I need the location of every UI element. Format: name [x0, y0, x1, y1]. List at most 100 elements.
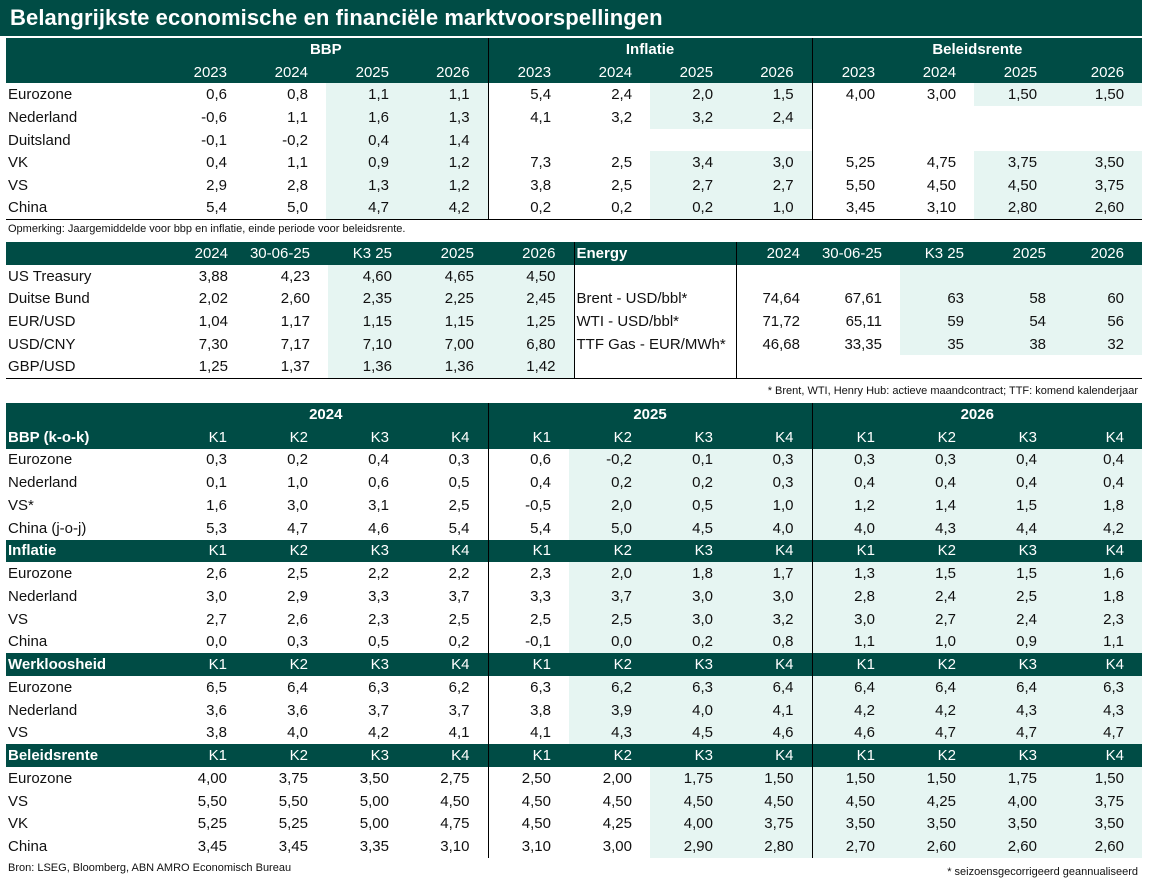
table-row: Werkloosheid K1 K2 K3 K4 K1 K2 K3 K4 K1 K2 K3 K4 — [6, 653, 1142, 676]
row-label: China — [8, 633, 48, 651]
quarter-header: K1 — [811, 425, 893, 449]
quarter-value: 4,3 — [974, 698, 1055, 722]
rate-value — [893, 129, 974, 152]
quarter-header: K2 — [245, 539, 326, 563]
year-header: 2026 — [407, 60, 489, 84]
rate-value — [1055, 129, 1142, 152]
quarter-value: 4,00 — [974, 789, 1055, 813]
quarter-value: 0,1 — [650, 448, 731, 472]
energy-col-header: 2025 — [982, 242, 1064, 265]
quarter-value: 4,0 — [731, 516, 812, 540]
year-header: 2024 — [569, 60, 651, 84]
quarter-header: K3 — [326, 539, 407, 563]
energy-col-header: 2026 — [1064, 242, 1142, 265]
quarter-header: K3 — [974, 539, 1055, 563]
row-label: Eurozone — [8, 451, 73, 469]
quarter-value: 4,1 — [448, 724, 470, 742]
energy-value: 58 — [982, 287, 1064, 311]
quarter-value: 5,00 — [359, 815, 389, 833]
quarter-header: K2 — [893, 425, 974, 449]
rate-value: 4,00 — [811, 83, 894, 107]
energy-col-header: 30-06-25 — [818, 242, 900, 265]
quarter-header: K4 — [731, 425, 812, 449]
bbp-value: 0,9 — [326, 151, 407, 175]
quarter-header: K3 — [326, 653, 407, 676]
row-label: VS — [8, 610, 29, 628]
quarter-value: 5,3 — [206, 519, 227, 537]
quarter-value: 4,2 — [893, 698, 974, 722]
year-group-header: 2025 — [487, 403, 812, 426]
bbp-value: 1,1 — [287, 108, 308, 126]
quarter-value: 3,3 — [368, 587, 389, 605]
rate-value: 4,50 — [926, 176, 957, 194]
energy-value: 71,72 — [735, 310, 818, 333]
quarter-value: 6,4 — [893, 676, 974, 699]
market-value: 1,15 — [328, 310, 410, 333]
quarter-value: 2,80 — [731, 835, 812, 858]
inf-value — [731, 129, 812, 152]
market-value: 4,65 — [410, 264, 492, 288]
quarter-value: 2,4 — [974, 607, 1055, 631]
inf-value — [650, 129, 731, 152]
inf-value: 3,8 — [487, 174, 570, 197]
quarter-value: 1,0 — [731, 494, 812, 517]
quarter-value: 3,0 — [650, 607, 731, 631]
quarter-value: 5,25 — [197, 815, 227, 833]
quarter-value: 3,1 — [368, 496, 389, 514]
quarter-value: 0,3 — [811, 448, 893, 472]
market-value: 2,45 — [492, 287, 574, 311]
quarter-header: K1 — [164, 425, 245, 449]
bbp-value: 1,3 — [407, 106, 489, 129]
quarter-value: 6,3 — [1055, 676, 1142, 699]
energy-label — [573, 264, 736, 288]
table-row: China (j-o-j) 5,3 4,7 4,6 5,4 5,4 5,0 4,5 4,0 4,0… — [6, 516, 1142, 540]
year-group-header: 2026 — [811, 403, 1142, 426]
energy-value: 32 — [1064, 332, 1142, 356]
quarter-value: 0,6 — [487, 448, 569, 472]
quarter-value: 0,2 — [448, 633, 470, 651]
table-row: VS 3,8 4,0 4,2 4,1 4,1 4,3 4,5 4,6 4,6 4,7 4,7 4,7 — [6, 721, 1142, 745]
bbp-value: 1,6 — [326, 106, 407, 129]
bbp-value: 2,9 — [206, 176, 227, 194]
quarter-value: 0,3 — [287, 633, 308, 651]
quarter-value: 3,50 — [359, 769, 389, 787]
quarter-value: 1,4 — [893, 494, 974, 517]
bbp-value: 0,8 — [287, 86, 308, 104]
quarter-value: 6,4 — [974, 676, 1055, 699]
quarter-value: 2,5 — [569, 607, 650, 631]
table-row: Nederland 3,0 2,9 3,3 3,7 3,3 3,7 3,0 3,0 2,8 2,4 2… — [6, 585, 1142, 608]
row-label: Nederland — [8, 474, 78, 492]
quarter-value: 4,00 — [197, 769, 227, 787]
header-blank — [6, 60, 164, 84]
quarter-value: 4,7 — [287, 519, 308, 537]
quarter-value: 1,3 — [811, 562, 893, 585]
quarter-value: 3,0 — [731, 585, 812, 608]
quarter-value: 6,3 — [487, 676, 569, 699]
markets-energy-table: 2024 30-06-25 K3 25 2025 2026 Energy 2024 30-06… — [6, 242, 1142, 379]
quarter-value: 0,9 — [974, 630, 1055, 654]
energy-value: 35 — [900, 332, 982, 356]
market-value: 1,42 — [492, 355, 574, 379]
rate-value: 2,80 — [974, 196, 1056, 220]
quarter-value: 4,0 — [650, 698, 731, 722]
bbp-value: 4,2 — [407, 196, 489, 220]
inf-value: 0,2 — [650, 196, 732, 220]
quarter-value: 3,8 — [487, 698, 569, 722]
energy-value: 56 — [1064, 310, 1142, 333]
quarter-value: 4,50 — [650, 789, 731, 813]
rate-value: 3,75 — [1055, 174, 1143, 197]
year-header: 2025 — [326, 60, 407, 84]
inf-value: 1,0 — [731, 196, 813, 220]
table-row: BBP Inflatie Beleidsrente — [6, 38, 1143, 61]
rate-group-header: Beleidsrente — [811, 38, 1143, 61]
inf-value: 2,7 — [650, 174, 732, 197]
quarter-value: 2,7 — [893, 607, 974, 631]
quarter-value: 4,50 — [487, 789, 569, 813]
quarter-value: 2,5 — [974, 585, 1055, 608]
quarter-value: 3,75 — [1055, 789, 1142, 813]
quarter-value: 1,50 — [811, 767, 893, 790]
quarter-value: 6,4 — [811, 676, 893, 699]
market-value: 7,17 — [280, 335, 310, 353]
market-value: 1,25 — [492, 310, 574, 333]
quarter-header: K1 — [164, 539, 245, 563]
